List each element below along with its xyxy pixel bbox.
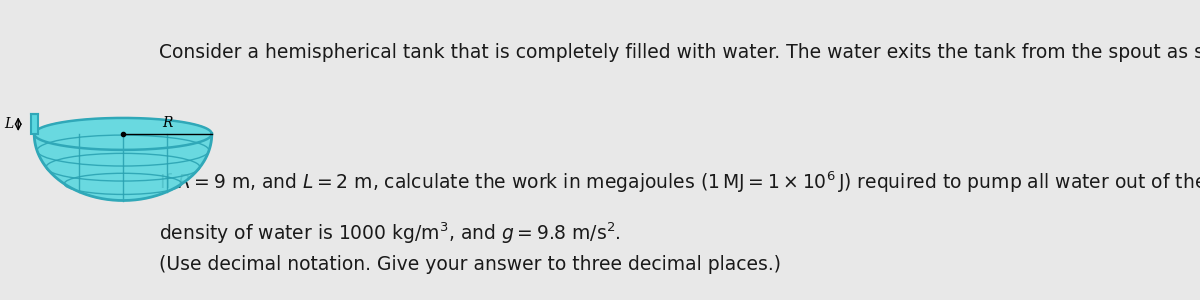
Text: density of water is 1000 kg/m$^3$, and $g = 9.8$ m/s$^2$.: density of water is 1000 kg/m$^3$, and $… bbox=[160, 221, 622, 246]
Text: If $R = 9$ m, and $L = 2$ m, calculate the work in megajoules $(1\,\text{MJ} = 1: If $R = 9$ m, and $L = 2$ m, calculate t… bbox=[160, 170, 1200, 196]
Text: L: L bbox=[5, 117, 14, 131]
Text: Consider a hemispherical tank that is completely filled with water. The water ex: Consider a hemispherical tank that is co… bbox=[160, 43, 1200, 62]
Text: R: R bbox=[162, 116, 173, 130]
Text: (Use decimal notation. Give your answer to three decimal places.): (Use decimal notation. Give your answer … bbox=[160, 256, 781, 274]
Polygon shape bbox=[34, 118, 212, 200]
Bar bbox=[31, 114, 37, 134]
